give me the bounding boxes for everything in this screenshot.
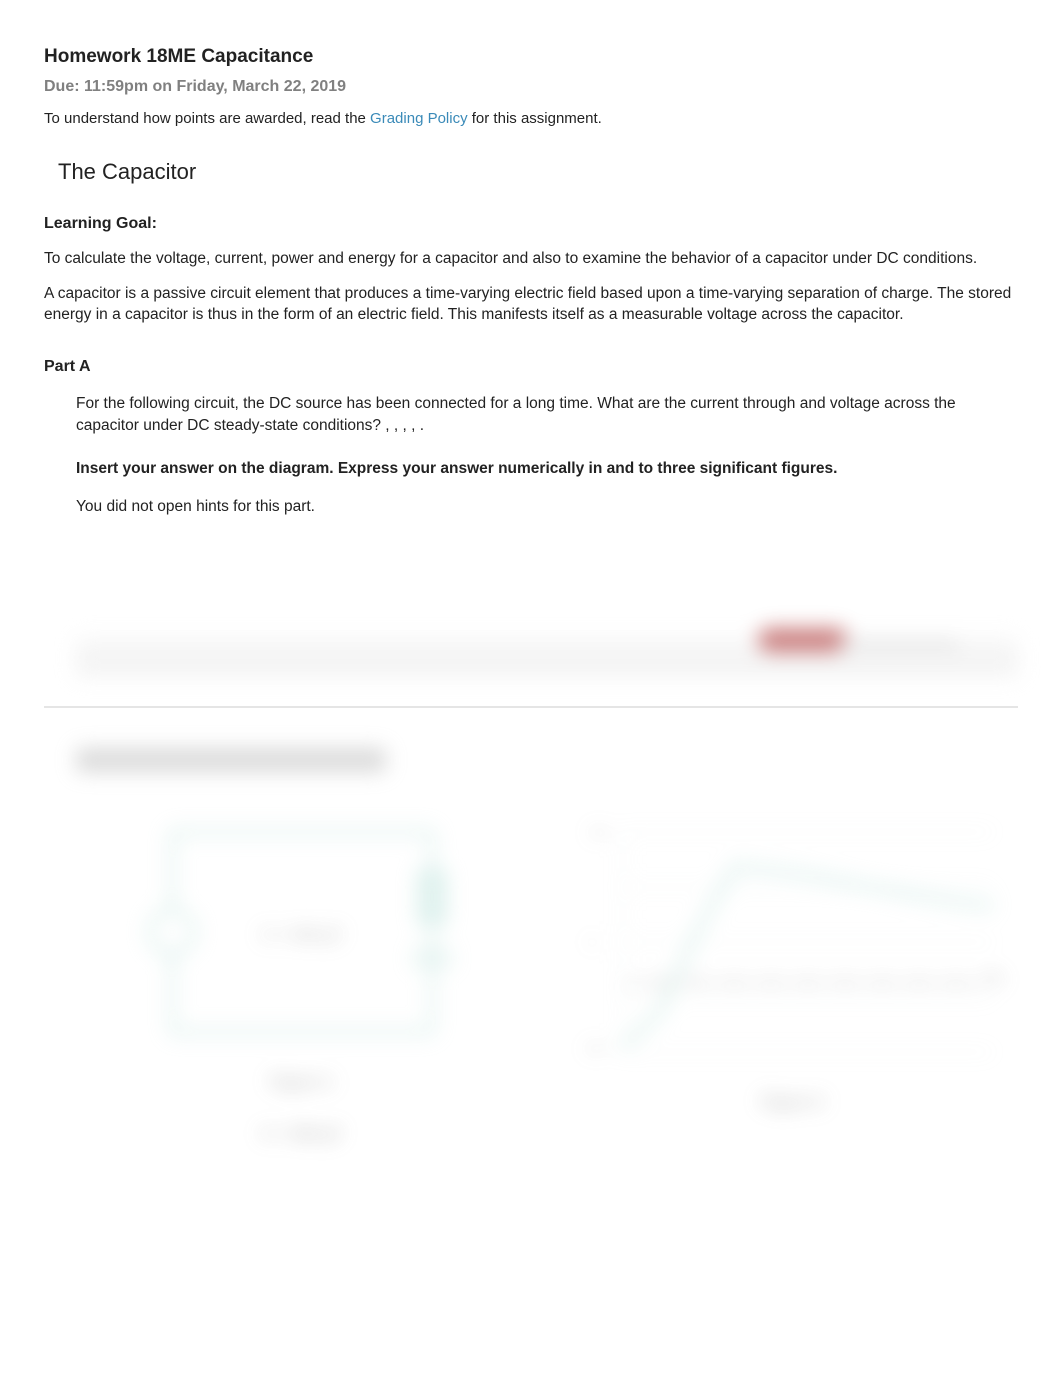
svg-text:0: 0 xyxy=(589,937,595,949)
grading-policy-line: To understand how points are awarded, re… xyxy=(44,109,1018,129)
svg-text:150: 150 xyxy=(589,827,607,839)
figure-1-caption: Figure 1 xyxy=(270,1072,332,1094)
chart-container: 150 0 -150 xyxy=(583,812,1003,1072)
part-a-instruction: Insert your answer on the diagram. Expre… xyxy=(76,459,1018,480)
strip-tail xyxy=(838,640,958,648)
blurred-equation-line xyxy=(76,748,386,772)
capacitor-label: C = 400 µF xyxy=(262,927,342,944)
circuit-diagram: C = 400 µF xyxy=(142,812,462,1052)
section-divider xyxy=(44,706,1018,708)
lower-capacitor-label: C = 360 µF xyxy=(262,1124,342,1146)
part-a-question: For the following circuit, the DC source… xyxy=(76,393,1018,436)
policy-prefix: To understand how points are awarded, re… xyxy=(44,110,370,127)
red-badge xyxy=(758,628,848,652)
homework-due: Due: 11:59pm on Friday, March 22, 2019 xyxy=(44,76,1018,98)
policy-suffix: for this assignment. xyxy=(468,110,602,127)
grading-policy-link[interactable]: Grading Policy xyxy=(370,110,468,127)
circuit-svg: C = 400 µF xyxy=(142,812,462,1052)
learning-goal-label: Learning Goal: xyxy=(44,213,1018,235)
figure-2-caption: Figure 2 xyxy=(761,1092,823,1114)
homework-title: Homework 18ME Capacitance xyxy=(44,44,1018,70)
answer-strip xyxy=(76,638,1018,676)
blurred-figures-region: C = 400 µF Figure 1 C = 360 µF xyxy=(76,748,1018,1145)
part-a-heading: Part A xyxy=(44,356,1018,378)
figure-2-column: 150 0 -150 Figure 2 xyxy=(567,812,1018,1114)
figures-row: C = 400 µF Figure 1 C = 360 µF xyxy=(76,812,1018,1145)
chart-svg: 150 0 -150 xyxy=(583,812,1003,1072)
hint-note: You did not open hints for this part. xyxy=(76,497,1018,518)
learning-paragraph-1: To calculate the voltage, current, power… xyxy=(44,249,1018,270)
figure-1-column: C = 400 µF Figure 1 C = 360 µF xyxy=(76,812,527,1145)
section-title: The Capacitor xyxy=(58,157,1018,187)
blurred-answer-region xyxy=(76,638,1018,676)
learning-paragraph-2: A capacitor is a passive circuit element… xyxy=(44,284,1018,326)
svg-text:-150: -150 xyxy=(583,1043,605,1055)
